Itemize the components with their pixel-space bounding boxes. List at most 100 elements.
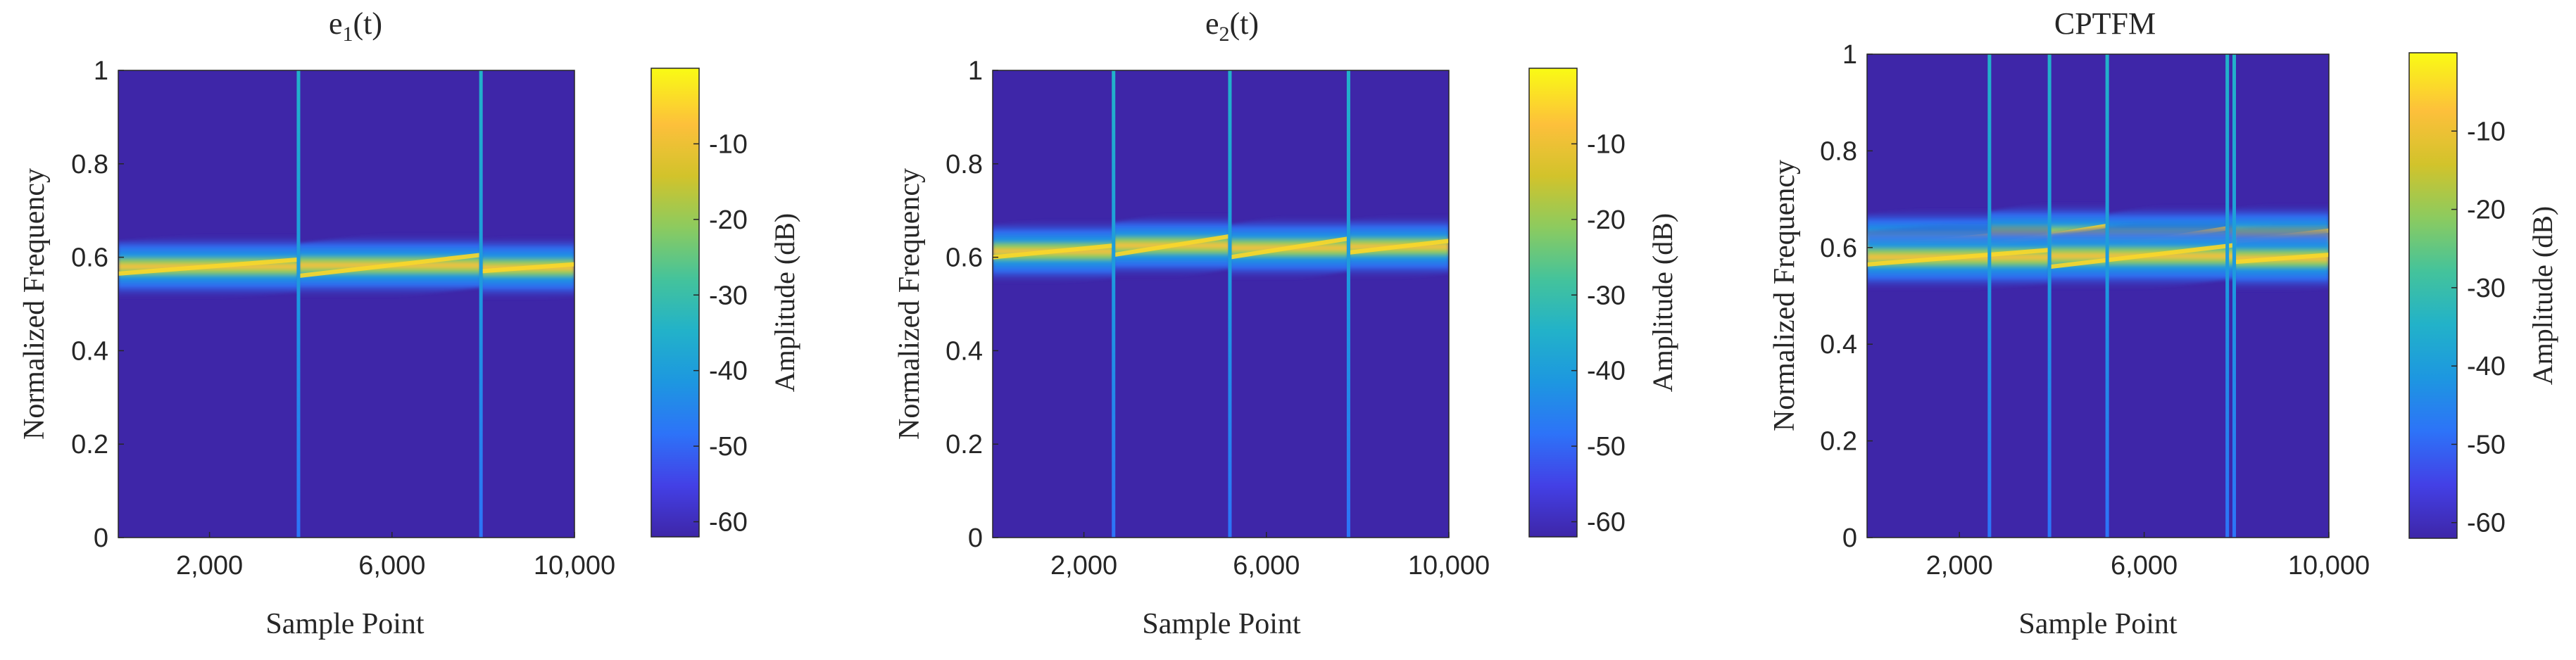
plot-frame xyxy=(118,70,575,538)
tf-ridge-center xyxy=(1348,239,1449,255)
tf-ridges xyxy=(118,70,574,538)
tf-ridge-center xyxy=(480,262,574,274)
y-tick-label: 0.6 xyxy=(945,243,983,273)
y-tick-label: 0.8 xyxy=(71,150,108,179)
y-tick-label: 0.6 xyxy=(71,243,108,273)
y-tick-label: 1 xyxy=(968,56,983,86)
y-tick-label: 0.4 xyxy=(945,336,983,366)
colorbar-frame xyxy=(1528,68,1578,538)
y-tick-label: 1 xyxy=(1842,40,1857,70)
plot-background xyxy=(118,70,574,538)
x-tick-label: 2,000 xyxy=(1050,551,1117,580)
colorbar-frame xyxy=(651,68,700,538)
boundary-line xyxy=(1987,54,1992,538)
tf-ridge-center xyxy=(1113,234,1231,258)
panel-1-plot: 2,000 6,000 10,000 0 0.2 0.4 0.6 0.8 1 xyxy=(71,56,615,580)
y-tick-label: 0.8 xyxy=(1820,137,1857,166)
boundary-line xyxy=(1346,70,1350,538)
tf-ridge-center xyxy=(993,243,1114,260)
colorbar-tick-label: -20 xyxy=(709,205,748,235)
tf-ridge-center xyxy=(118,257,299,276)
colorbar-tick-label: -10 xyxy=(709,129,748,159)
colorbar-tick-label: -50 xyxy=(2467,430,2506,459)
tf-ridge-center xyxy=(2049,243,2235,269)
panel-3: CPTFM 2,000 6,000 10,000 0 0.2 0.4 0.6 0.8 1 Sam… xyxy=(1768,6,2558,640)
panel-1-colorbar-label: Amplitude (dB) xyxy=(769,213,800,392)
x-tick-label: 6,000 xyxy=(2111,551,2178,580)
panel-1: e1(t) 2,000 6,000 10,000 0 0.2 0.4 0.6 0.8 1 Sam… xyxy=(18,6,800,640)
tf-ridge-center xyxy=(298,253,482,279)
colorbar-tick-label: -60 xyxy=(1587,508,1626,538)
panel-3-colorbar-label: Amplitude (dB) xyxy=(2527,206,2558,385)
x-tick-label: 10,000 xyxy=(534,551,615,580)
plot-frame xyxy=(1866,53,2330,538)
colorbar-tick-label: -30 xyxy=(2467,274,2506,303)
x-tick-label: 10,000 xyxy=(2288,551,2370,580)
panel-2-xlabel: Sample Point xyxy=(1142,608,1301,640)
y-tick-label: 0 xyxy=(94,523,108,553)
plot-background xyxy=(1867,54,2329,538)
colorbar-tick-label: -20 xyxy=(2467,196,2506,225)
colorbar-tick-label: -40 xyxy=(2467,352,2506,381)
panel-1-xlabel: Sample Point xyxy=(265,608,425,640)
plot-background xyxy=(993,70,1449,538)
y-tick-label: 0.2 xyxy=(1820,427,1857,457)
boundary-line xyxy=(296,70,301,538)
panel-2-ylabel: Normalized Frequency xyxy=(893,168,926,440)
panel-2-colorbar: -10 -20 -30 -40 -50 -60 xyxy=(1528,68,1626,538)
boundary-line xyxy=(2225,54,2230,538)
panel-1-title: e1(t) xyxy=(329,6,382,46)
panel-1-colorbar: -10 -20 -30 -40 -50 -60 xyxy=(651,68,748,538)
panel-3-plot: 2,000 6,000 10,000 0 0.2 0.4 0.6 0.8 1 xyxy=(1820,40,2370,580)
panel-3-colorbar: -10 -20 -30 -40 -50 -60 xyxy=(2408,52,2506,539)
colorbar-tick-label: -30 xyxy=(709,281,748,310)
x-tick-label: 6,000 xyxy=(358,551,425,580)
tf-ridges xyxy=(993,70,1449,538)
colorbar-tick-label: -50 xyxy=(709,432,748,462)
colorbar-tick-label: -30 xyxy=(1587,281,1626,310)
plot-frame xyxy=(992,70,1450,538)
boundary-line xyxy=(2047,54,2052,538)
panel-3-xlabel: Sample Point xyxy=(2018,608,2178,640)
x-tick-label: 10,000 xyxy=(1408,551,1490,580)
panel-2: e2(t) 2,000 6,000 10,000 0 0.2 0.4 0.6 0.8 1 Sam… xyxy=(893,6,1678,640)
boundary-line xyxy=(1228,70,1232,538)
panel-2-title: e2(t) xyxy=(1205,6,1259,46)
colorbar-tick-label: -40 xyxy=(709,357,748,386)
x-tick-label: 2,000 xyxy=(1926,551,1993,580)
boundary-line xyxy=(1112,70,1116,538)
colorbar-tick-label: -60 xyxy=(709,508,748,538)
y-tick-label: 0.8 xyxy=(945,150,983,179)
tf-ridge-center xyxy=(1867,248,2050,267)
colorbar-tick-label: -10 xyxy=(1587,129,1626,159)
panel-2-colorbar-label: Amplitude (dB) xyxy=(1647,213,1678,392)
colorbar-tick-label: -20 xyxy=(1587,205,1626,235)
boundary-line xyxy=(2105,54,2109,538)
y-tick-label: 0 xyxy=(1842,523,1857,553)
panel-2-plot: 2,000 6,000 10,000 0 0.2 0.4 0.6 0.8 1 xyxy=(945,56,1490,580)
colorbar-gradient xyxy=(1529,68,1577,537)
y-tick-label: 0.2 xyxy=(71,430,108,459)
tf-ridge-center xyxy=(2234,253,2329,265)
colorbar-gradient xyxy=(2409,53,2457,538)
colorbar-tick-label: -60 xyxy=(2467,509,2506,538)
panel-3-title: CPTFM xyxy=(2054,6,2156,41)
y-tick-label: 0.6 xyxy=(1820,234,1857,263)
panel-3-ylabel: Normalized Frequency xyxy=(1768,160,1801,431)
boundary-line xyxy=(479,70,483,538)
tf-ridge-center xyxy=(1229,236,1349,260)
x-tick-label: 6,000 xyxy=(1233,551,1300,580)
y-tick-label: 0.4 xyxy=(1820,330,1857,360)
y-tick-label: 0.2 xyxy=(945,430,983,459)
boundary-line xyxy=(2232,54,2237,538)
colorbar-gradient xyxy=(651,68,699,537)
tf-ridges xyxy=(1867,54,2329,538)
colorbar-tick-label: -50 xyxy=(1587,432,1626,462)
colorbar-frame xyxy=(2408,52,2458,539)
x-tick-label: 2,000 xyxy=(176,551,243,580)
colorbar-tick-label: -40 xyxy=(1587,357,1626,386)
colorbar-tick-label: -10 xyxy=(2467,117,2506,146)
panel-1-ylabel: Normalized Frequency xyxy=(18,168,51,440)
y-tick-label: 0.4 xyxy=(71,336,108,366)
